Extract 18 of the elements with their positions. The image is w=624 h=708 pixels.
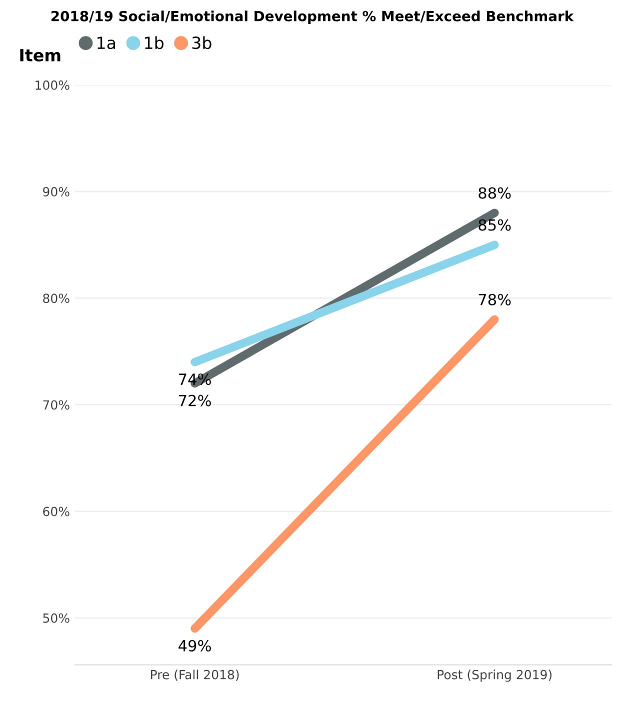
- x-tick-label: Pre (Fall 2018): [151, 670, 239, 681]
- data-label: 88%: [478, 187, 511, 199]
- y-tick-label: 70%: [43, 400, 70, 410]
- y-tick-label: 50%: [43, 613, 70, 623]
- legend-label: 1b: [145, 36, 164, 50]
- y-tick-label: 80%: [43, 294, 70, 304]
- legend-title: Item: [20, 49, 60, 62]
- data-label: 72%: [179, 394, 211, 406]
- data-label: 49%: [178, 640, 211, 652]
- x-tick-label: Post (Spring 2019): [438, 670, 552, 682]
- data-label: 85%: [478, 219, 511, 231]
- legend-label: 3b: [192, 36, 212, 50]
- y-tick-label: 100%: [36, 80, 70, 90]
- y-tick-label: 90%: [43, 187, 70, 196]
- data-label: 78%: [478, 294, 511, 306]
- y-tick-label: 60%: [43, 506, 70, 516]
- chart-title: 2018/19 Social/Emotional Development % Meet/Exceed Benchmark: [51, 10, 574, 24]
- legend-label: 1a: [98, 36, 116, 50]
